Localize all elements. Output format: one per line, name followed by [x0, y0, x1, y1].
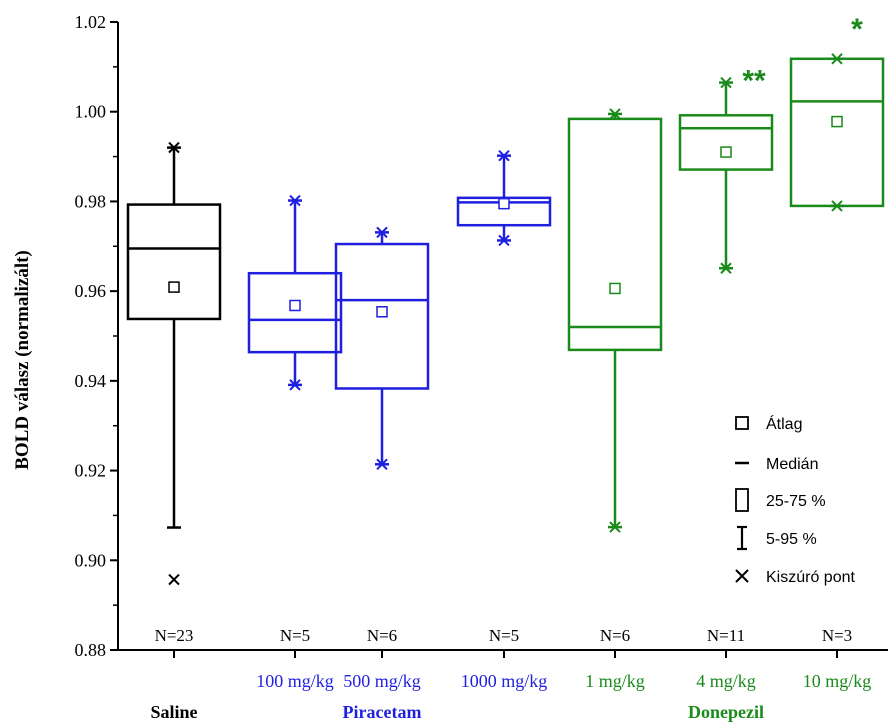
n-label: N=6	[367, 626, 397, 645]
x-group-label: Piracetam	[343, 702, 422, 722]
outlier-marker	[498, 149, 510, 162]
outlier-marker	[609, 521, 621, 533]
outlier-stroke	[168, 573, 180, 586]
box-7: N=3 *	[789, 13, 885, 645]
outlier-stroke	[498, 234, 510, 247]
n-label: N=11	[707, 626, 745, 645]
outlier-stroke	[720, 76, 732, 89]
mean-marker	[609, 282, 621, 295]
outlier-marker	[720, 76, 732, 89]
outlier-marker	[498, 234, 510, 247]
outlier-stroke	[609, 521, 621, 533]
box-4: N=5	[456, 149, 552, 645]
y-tick-label: 0.98	[75, 191, 107, 211]
box-2: N=5	[247, 194, 343, 645]
n-label: N=5	[489, 626, 519, 645]
y-tick-label: 1.00	[75, 102, 107, 122]
x-category-label: 1000 mg/kg	[461, 671, 548, 691]
legend-outlier-symbol	[735, 569, 749, 583]
x-category-label: 100 mg/kg	[256, 671, 334, 691]
outlier-marker	[168, 573, 180, 586]
box-iqr	[126, 203, 222, 321]
y-tick-label: 1.02	[75, 12, 107, 32]
y-tick-label: 0.94	[75, 371, 107, 391]
legend-entry: Medián	[766, 456, 818, 473]
outlier-stroke	[289, 379, 301, 391]
outlier-marker	[289, 194, 301, 207]
y-tick-label: 0.90	[75, 550, 107, 570]
box-iqr	[789, 57, 885, 208]
x-category-label: 10 mg/kg	[803, 671, 872, 691]
outlier-marker	[376, 226, 388, 239]
outlier-marker	[831, 200, 843, 212]
box-iqr	[456, 196, 552, 227]
box-1: N=23	[126, 141, 222, 645]
mean-marker	[289, 299, 301, 312]
outlier-stroke	[831, 200, 843, 212]
outlier-marker	[168, 141, 180, 154]
legend-entry: Kiszúró pont	[766, 569, 855, 586]
y-tick-label: 0.88	[75, 640, 107, 660]
outlier-marker	[609, 108, 621, 120]
x-group-label: Donepezil	[688, 702, 764, 722]
n-label: N=5	[280, 626, 310, 645]
n-label: N=6	[600, 626, 630, 645]
mean-marker	[831, 115, 843, 128]
outlier-marker	[831, 53, 843, 65]
outlier-stroke	[376, 458, 388, 470]
mean-marker	[720, 146, 732, 158]
outlier-marker	[289, 379, 301, 391]
x-axis-labels: 100 mg/kg 500 mg/kg 1000 mg/kg 1 mg/kg 4 mg/…	[150, 671, 871, 722]
legend-entry: 5-95 %	[766, 531, 817, 548]
outlier-marker	[720, 262, 732, 274]
box-5: N=6	[567, 108, 663, 645]
y-tick-label: 0.96	[75, 281, 107, 301]
legend-entry: 25-75 %	[766, 493, 826, 510]
legend: Átlag Medián 25-75 % 5-95 % Kiszúró pont	[735, 414, 855, 586]
y-axis-label: BOLD válasz (normalizált)	[12, 250, 33, 470]
legend-mean-symbol	[735, 416, 749, 430]
n-label: N=23	[155, 626, 194, 645]
box-iqr	[567, 117, 663, 352]
x-category-label: 4 mg/kg	[696, 671, 756, 691]
significance-marker: *	[851, 13, 863, 46]
outlier-stroke	[498, 149, 510, 162]
significance-marker: **	[742, 65, 766, 98]
legend-entry: Átlag	[766, 414, 802, 433]
outlier-stroke	[168, 141, 180, 154]
x-category-label: 1 mg/kg	[585, 671, 645, 691]
box-iqr	[334, 242, 430, 390]
outlier-stroke	[831, 53, 843, 65]
box-iqr	[678, 114, 774, 171]
n-label: N=3	[822, 626, 852, 645]
mean-marker	[168, 281, 180, 293]
mean-marker	[498, 197, 510, 210]
legend-box-symbol	[735, 488, 749, 512]
outlier-stroke	[289, 194, 301, 207]
box-6: N=11 **	[678, 65, 774, 645]
y-axis-ticks: 0.88 0.90 0.92 0.94 0.96 0.98 1.00 1.02	[75, 12, 118, 660]
x-category-label: 500 mg/kg	[343, 671, 421, 691]
y-tick-label: 0.92	[75, 461, 107, 481]
box-iqr	[247, 271, 343, 354]
box-3: N=6	[334, 226, 430, 645]
mean-marker	[376, 306, 388, 318]
outlier-stroke	[720, 262, 732, 274]
outlier-marker	[376, 458, 388, 470]
box-series: N=23 N=5 N=6 N=5 N=6 N=11 ** N=3 *	[126, 13, 885, 645]
outlier-stroke	[609, 108, 621, 120]
x-group-label: Saline	[150, 702, 197, 722]
outlier-stroke	[376, 226, 388, 239]
